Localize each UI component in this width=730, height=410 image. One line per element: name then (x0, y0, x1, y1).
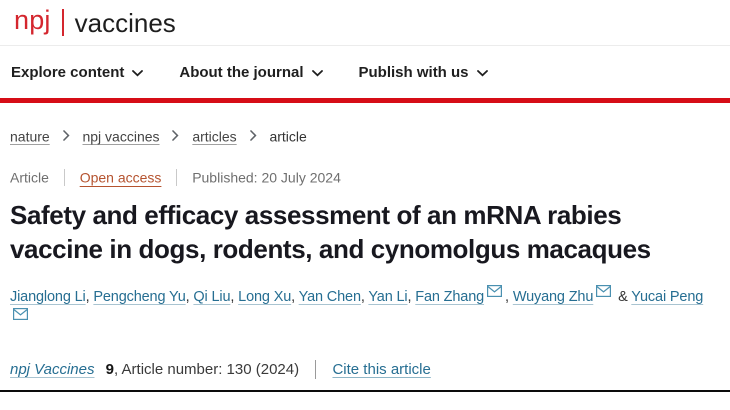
breadcrumb-link-articles[interactable]: articles (192, 128, 237, 145)
article-title: Safety and efficacy assessment of an mRN… (10, 200, 651, 264)
nav-about-the-journal[interactable]: About the journal (179, 63, 323, 81)
published-date-label: Published: 20 July 2024 (192, 169, 341, 186)
author-link[interactable]: Yan Chen (298, 288, 361, 305)
chevron-down-icon (476, 64, 488, 81)
citation-details: , Article number: 130 (2024) (114, 361, 300, 379)
envelope-icon[interactable] (487, 282, 503, 305)
citation-row: npj Vaccines 9, Article number: 130 (202… (10, 360, 720, 380)
author-separator: , (360, 288, 369, 305)
chevron-right-icon (249, 128, 257, 144)
breadcrumb-link-nature[interactable]: nature (10, 128, 50, 145)
meta-divider (63, 169, 65, 187)
logo-journal-text: vaccines (74, 7, 176, 38)
nav-publish-with-us[interactable]: Publish with us (359, 64, 488, 81)
chevron-right-icon (172, 128, 179, 144)
article-meta-row: Article Open access Published: 20 July 2… (10, 168, 720, 187)
author-link[interactable]: Long Xu (238, 288, 292, 305)
nav-explore-content-label: Explore content (11, 63, 125, 81)
journal-nav: Explore content About the journal Publis… (0, 46, 730, 103)
meta-divider (176, 169, 178, 187)
logo-divider-bar (61, 9, 64, 36)
envelope-icon[interactable] (596, 282, 612, 305)
author-link[interactable]: Fan Zhang (415, 288, 485, 305)
chevron-right-icon (62, 128, 70, 144)
author-separator: , (185, 288, 194, 305)
author-separator: , (291, 288, 299, 305)
breadcrumb-current-article: article (269, 128, 307, 145)
breadcrumb-link-npj-vaccines[interactable]: npj vaccines (82, 128, 160, 145)
bottom-rule (0, 390, 730, 393)
masthead: npj vaccines (0, 0, 730, 46)
author-separator: , (407, 288, 416, 305)
article-header-region: nature npj vaccines articles article Art… (0, 127, 730, 393)
author-ampersand: & (614, 288, 632, 305)
journal-logo[interactable]: npj vaccines (14, 7, 176, 38)
nav-publish-with-us-label: Publish with us (358, 63, 469, 81)
open-access-link[interactable]: Open access (79, 169, 162, 186)
author-separator: , (85, 288, 94, 305)
chevron-down-icon (311, 64, 323, 81)
author-separator: , (230, 288, 239, 305)
citation-volume: 9 (105, 361, 115, 379)
envelope-icon[interactable] (13, 305, 29, 328)
chevron-down-icon (132, 64, 144, 81)
journal-citation-link[interactable]: npj Vaccines (10, 361, 95, 379)
author-separator: , (505, 288, 513, 305)
author-link[interactable]: Yucai Peng (631, 288, 704, 305)
cite-this-article-link[interactable]: Cite this article (332, 361, 431, 379)
author-link[interactable]: Qi Liu (193, 288, 231, 305)
nav-explore-content[interactable]: Explore content (11, 63, 144, 81)
nav-about-the-journal-label: About the journal (179, 63, 304, 81)
author-link[interactable]: Wuyang Zhu (512, 288, 594, 305)
article-type-label: Article (10, 169, 49, 186)
breadcrumb: nature npj vaccines articles article (10, 127, 720, 144)
author-link[interactable]: Jianglong Li (10, 288, 86, 305)
citation-divider (315, 360, 317, 380)
author-link[interactable]: Yan Li (368, 288, 408, 305)
author-list: Jianglong Li, Pengcheng Yu, Qi Liu, Long… (10, 284, 720, 332)
author-link[interactable]: Pengcheng Yu (93, 288, 186, 305)
logo-brand-text: npj (14, 5, 51, 35)
